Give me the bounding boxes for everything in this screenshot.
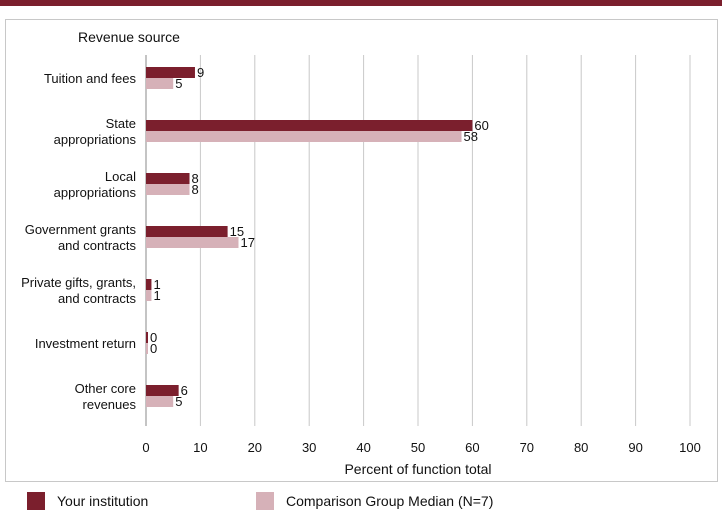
legend-label-institution: Your institution (57, 493, 149, 509)
category-label-line: State (106, 116, 136, 131)
category-label: Government grants and contracts (25, 222, 137, 253)
chart-title: Revenue source (78, 29, 180, 45)
bar-institution (146, 279, 152, 290)
bar-institution (146, 120, 473, 131)
category-label-line: Other core (75, 381, 136, 396)
category-label-line: revenues (83, 397, 137, 412)
x-axis-label: Percent of function total (344, 461, 491, 477)
category-label-line: and contracts (58, 291, 137, 306)
bar-institution (146, 385, 179, 396)
category-label-line: appropriations (54, 132, 137, 147)
category-label: Investment return (35, 336, 136, 351)
bar-comparison (146, 184, 190, 195)
bar-comparison (146, 131, 462, 142)
category-label-line: Local (105, 169, 136, 184)
category-label: Tuition and fees (44, 71, 137, 86)
data-label-institution: 60 (474, 118, 488, 133)
x-tick-label: 80 (574, 440, 588, 455)
data-label-institution: 6 (181, 383, 188, 398)
data-label-institution: 15 (230, 224, 244, 239)
bar-comparison (146, 237, 239, 248)
category-label: Private gifts, grants, and contracts (21, 275, 136, 306)
data-label-comparison: 0 (150, 341, 157, 356)
data-label-comparison: 5 (175, 394, 182, 409)
data-label-institution: 8 (192, 171, 199, 186)
legend-item-institution: Your institution (27, 490, 148, 512)
data-label-comparison: 58 (464, 129, 478, 144)
x-tick-label: 30 (302, 440, 316, 455)
bar-institution (146, 173, 190, 184)
data-label-institution: 9 (197, 65, 204, 80)
x-tick-label: 50 (411, 440, 425, 455)
legend-swatch-institution (27, 492, 45, 510)
category-label-line: Tuition and fees (44, 71, 137, 86)
x-tick-label: 20 (248, 440, 262, 455)
legend-swatch-comparison (256, 492, 274, 510)
bar-institution (146, 332, 148, 343)
category-label-line: Private gifts, grants, (21, 275, 136, 290)
category-label-line: Government grants (25, 222, 137, 237)
x-tick-label: 70 (520, 440, 534, 455)
x-tick-label: 40 (356, 440, 370, 455)
data-label-institution: 0 (150, 330, 157, 345)
top-accent-bar (0, 0, 722, 6)
data-label-comparison: 1 (153, 288, 160, 303)
category-label: Local appropriations (54, 169, 137, 200)
legend-label-comparison: Comparison Group Median (N=7) (286, 493, 494, 509)
category-label-line: appropriations (54, 185, 137, 200)
data-label-comparison: 5 (175, 76, 182, 91)
x-tick-label: 0 (142, 440, 149, 455)
x-tick-label: 90 (628, 440, 642, 455)
bar-comparison (146, 78, 174, 89)
legend-item-comparison: Comparison Group Median (N=7) (256, 490, 493, 512)
data-label-institution: 1 (153, 277, 160, 292)
chart-panel (5, 19, 718, 482)
bar-comparison (146, 396, 174, 407)
x-tick-label: 60 (465, 440, 479, 455)
bar-comparison (146, 343, 148, 354)
bar-comparison (146, 290, 152, 301)
category-label: State appropriations (54, 116, 137, 147)
x-tick-label: 100 (679, 440, 701, 455)
x-tick-label: 10 (193, 440, 207, 455)
category-label-line: and contracts (58, 238, 137, 253)
bar-institution (146, 67, 195, 78)
category-label-line: Investment return (35, 336, 136, 351)
bar-institution (146, 226, 228, 237)
category-label: Other core revenues (75, 381, 137, 412)
data-label-comparison: 8 (192, 182, 199, 197)
data-label-comparison: 17 (240, 235, 254, 250)
